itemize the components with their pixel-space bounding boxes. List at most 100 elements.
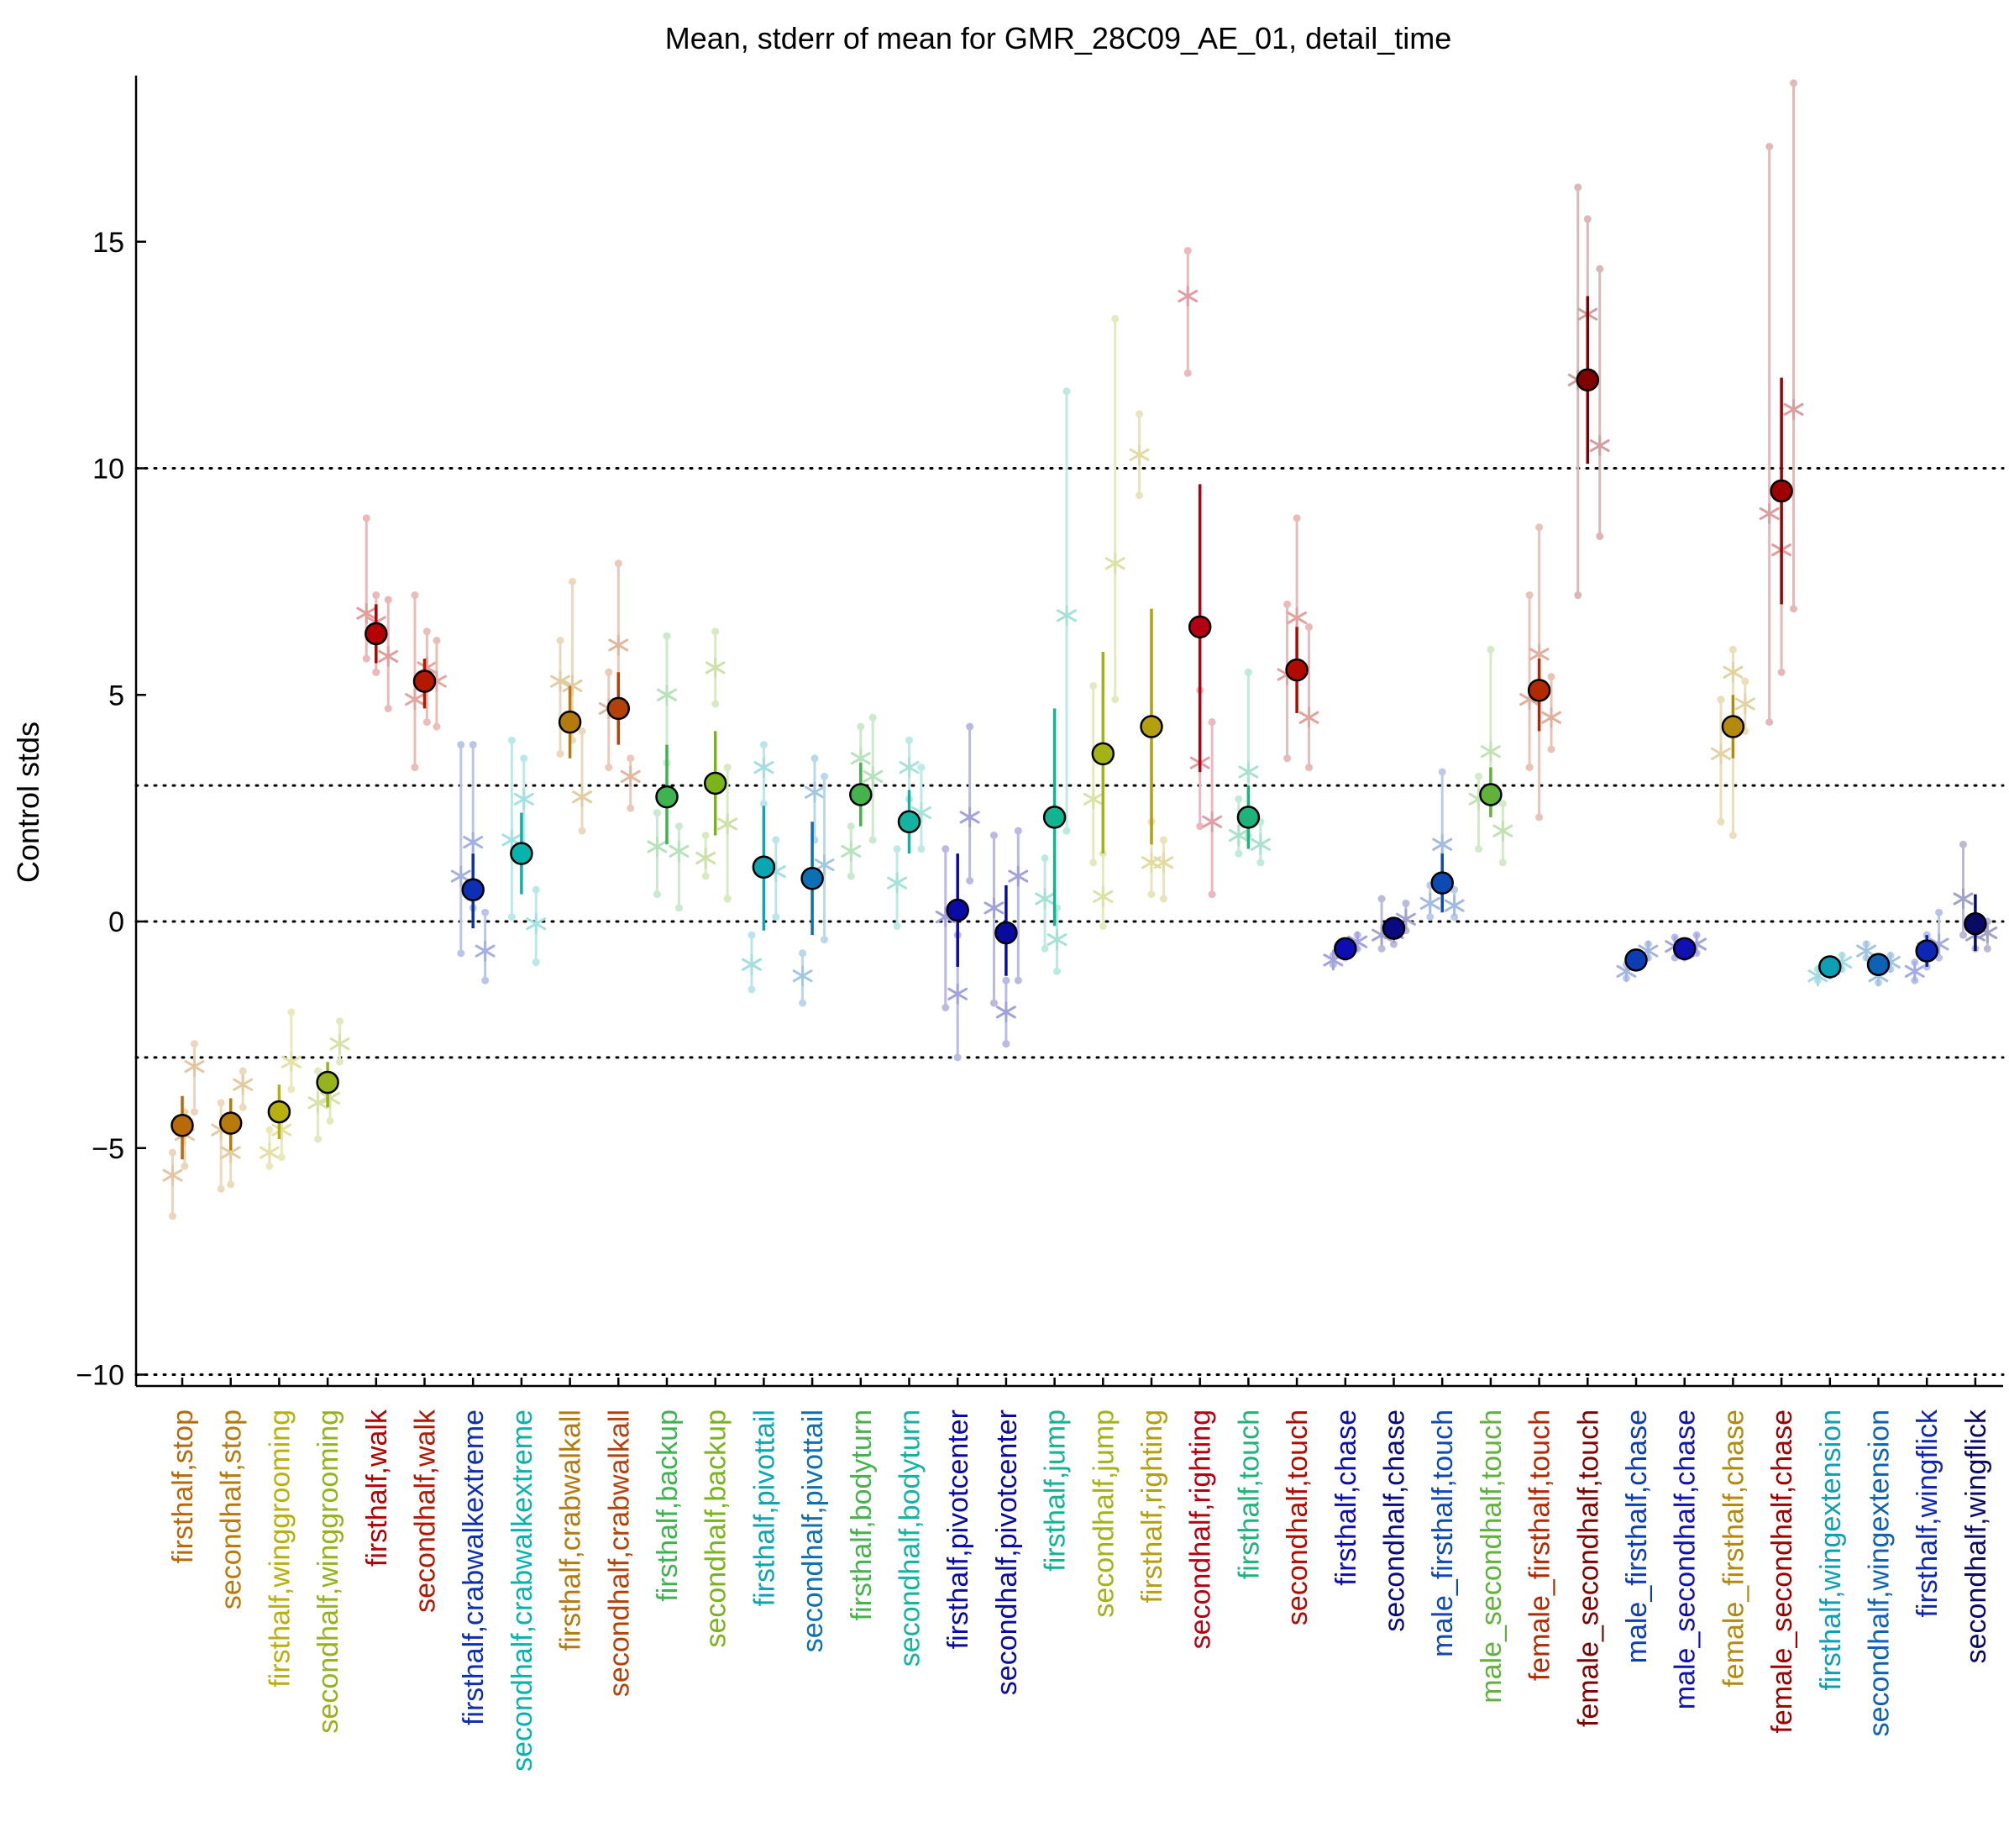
mean-marker xyxy=(510,842,533,865)
mean-marker xyxy=(1915,939,1938,963)
replicate-star-marker xyxy=(947,983,968,1005)
x-tick-label: secondhalf,backup xyxy=(700,1410,732,1648)
category-group xyxy=(695,627,738,903)
replicate-bound-dot xyxy=(1498,800,1507,808)
category-group xyxy=(211,1067,254,1193)
x-tick-label: secondhalf,bodyturn xyxy=(894,1410,926,1667)
replicate-bound-dot xyxy=(469,741,477,749)
replicate-bound-dot xyxy=(556,637,564,645)
replicate-bound-dot xyxy=(627,754,635,763)
x-tick-label: firsthalf,winggrooming xyxy=(264,1410,296,1688)
replicate-bound-dot xyxy=(1535,523,1544,532)
x-tick-label: secondhalf,crabwalkall xyxy=(603,1410,635,1697)
replicate-star-marker xyxy=(899,757,920,779)
x-tick-label: firsthalf,chase xyxy=(1330,1410,1362,1586)
mean-marker xyxy=(655,785,679,809)
mean-marker xyxy=(752,855,776,879)
replicate-bound-dot xyxy=(1525,591,1534,600)
replicate-bound-dot xyxy=(190,1108,198,1116)
x-tick-label: secondhalf,jump xyxy=(1088,1410,1120,1618)
replicate-bound-dot xyxy=(433,637,441,645)
x-tick-label: firsthalf,pivotcenter xyxy=(942,1410,974,1649)
replicate-bound-dot xyxy=(605,668,613,676)
x-tick-label: female_secondhalf,chase xyxy=(1766,1410,1798,1734)
replicate-bound-dot xyxy=(1777,668,1786,676)
replicate-bound-dot xyxy=(411,591,419,600)
replicate-bound-dot xyxy=(1790,79,1798,87)
replicate-star-marker xyxy=(1250,833,1271,855)
replicate-star-marker xyxy=(271,1119,292,1141)
replicate-star-marker xyxy=(959,806,980,828)
replicate-bound-dot xyxy=(532,885,540,894)
replicate-bound-dot xyxy=(422,718,431,727)
chart-title: Mean, stderr of mean for GMR_28C09_AE_01… xyxy=(665,21,1451,55)
replicate-bound-dot xyxy=(314,1067,323,1075)
category-group xyxy=(1178,247,1223,899)
replicate-star-marker xyxy=(863,765,884,787)
replicate-bound-dot xyxy=(227,1180,235,1189)
replicate-bound-dot xyxy=(568,577,576,585)
mean-marker xyxy=(849,783,873,806)
replicate-star-marker xyxy=(995,1001,1016,1023)
category-group xyxy=(1228,668,1271,867)
replicate-bound-dot xyxy=(1547,673,1555,681)
mean-marker xyxy=(1964,911,1987,936)
replicate-star-marker xyxy=(657,684,677,706)
replicate-bound-dot xyxy=(1183,369,1192,377)
replicate-bound-dot xyxy=(942,1004,950,1012)
category-group xyxy=(1129,410,1174,903)
replicate-bound-dot xyxy=(1959,931,1967,939)
replicate-star-marker xyxy=(1856,940,1877,962)
replicate-bound-dot xyxy=(917,764,926,772)
mean-marker xyxy=(1721,715,1745,738)
x-tick-label: secondhalf,wingflick xyxy=(1960,1409,1992,1663)
replicate-bound-dot xyxy=(1741,677,1749,685)
replicate-bound-dot xyxy=(1717,696,1725,704)
replicate-star-marker xyxy=(753,757,774,779)
replicate-star-marker xyxy=(792,965,813,987)
mean-marker xyxy=(558,710,582,734)
replicate-bound-dot xyxy=(966,876,974,885)
x-tick-label: firsthalf,pivottail xyxy=(748,1410,780,1606)
mean-marker xyxy=(461,878,485,901)
mean-marker xyxy=(1430,871,1454,895)
replicate-bound-dot xyxy=(336,1058,344,1066)
replicate-bound-dot xyxy=(1765,142,1774,150)
replicate-star-marker xyxy=(378,645,399,667)
replicate-star-marker xyxy=(1287,607,1308,629)
y-tick-label: −10 xyxy=(76,1360,124,1392)
replicate-star-marker xyxy=(1589,435,1610,457)
mean-marker xyxy=(1672,937,1697,961)
mean-marker xyxy=(1285,658,1309,682)
replicate-bound-dot xyxy=(1062,827,1071,835)
category-group xyxy=(742,741,786,994)
replicate-bound-dot xyxy=(1390,940,1398,948)
replicate-bound-dot xyxy=(168,1212,176,1221)
mean-marker xyxy=(994,921,1018,945)
replicate-bound-dot xyxy=(989,999,998,1007)
replicate-star-marker xyxy=(620,765,641,787)
replicate-star-marker xyxy=(1178,285,1199,307)
category-group xyxy=(1519,523,1561,822)
x-tick-label: female_secondhalf,touch xyxy=(1572,1410,1604,1727)
replicate-bound-dot xyxy=(1002,1040,1010,1048)
mean-marker xyxy=(316,1070,339,1095)
replicate-bound-dot xyxy=(287,1085,296,1094)
replicate-bound-dot xyxy=(1099,921,1107,930)
replicate-star-marker xyxy=(1444,895,1465,916)
replicate-bound-dot xyxy=(893,921,901,930)
replicate-bound-dot xyxy=(1547,745,1555,753)
mean-marker xyxy=(1527,679,1551,702)
replicate-bound-dot xyxy=(1305,622,1314,631)
replicate-bound-dot xyxy=(314,1135,323,1143)
x-tick-label: firsthalf,righting xyxy=(1136,1410,1168,1604)
replicate-star-marker xyxy=(513,788,534,810)
replicate-bound-dot xyxy=(905,736,913,744)
replicate-bound-dot xyxy=(1438,768,1446,776)
x-tick-label: firsthalf,walk xyxy=(361,1409,393,1567)
replicate-bound-dot xyxy=(821,936,829,944)
replicate-bound-dot xyxy=(1208,718,1216,727)
mean-marker xyxy=(1818,955,1842,979)
replicate-bound-dot xyxy=(1535,813,1544,822)
replicate-star-marker xyxy=(233,1074,254,1095)
